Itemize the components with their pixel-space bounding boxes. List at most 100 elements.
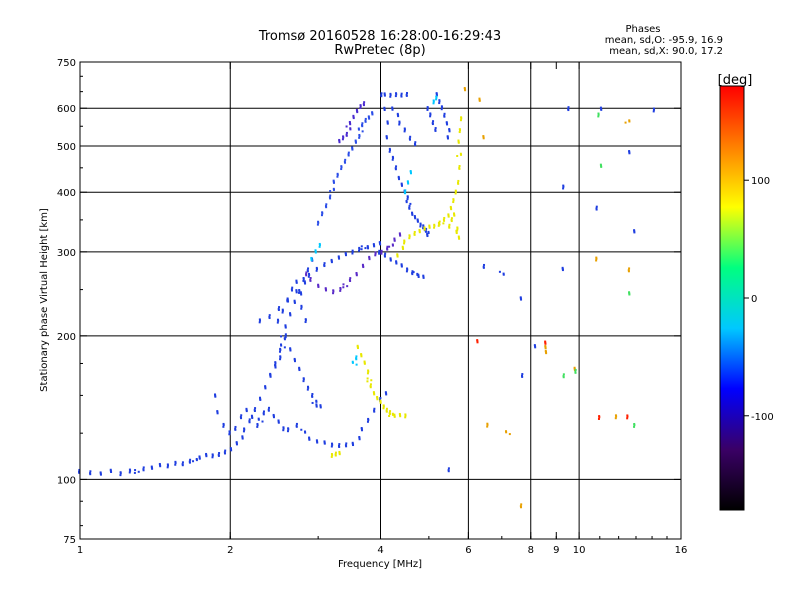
data-point bbox=[534, 346, 537, 349]
data-point bbox=[181, 464, 184, 467]
data-point bbox=[358, 438, 361, 441]
data-point bbox=[251, 416, 254, 419]
data-point bbox=[363, 361, 366, 364]
data-point bbox=[401, 246, 404, 249]
data-point bbox=[338, 450, 341, 453]
data-point bbox=[453, 214, 456, 217]
data-point bbox=[386, 245, 389, 248]
data-point bbox=[624, 121, 627, 124]
data-point bbox=[397, 115, 400, 118]
data-point bbox=[367, 115, 370, 118]
data-point bbox=[567, 106, 570, 109]
data-point bbox=[426, 235, 429, 238]
data-point bbox=[359, 107, 362, 110]
data-point bbox=[450, 208, 453, 211]
data-point bbox=[413, 232, 416, 235]
data-point bbox=[89, 473, 92, 476]
data-point bbox=[354, 141, 357, 144]
data-point bbox=[431, 123, 434, 126]
data-point bbox=[330, 445, 333, 448]
data-point bbox=[99, 471, 102, 474]
data-point bbox=[378, 249, 381, 252]
data-point bbox=[272, 413, 275, 416]
data-point bbox=[234, 427, 237, 430]
data-point bbox=[483, 263, 486, 266]
data-point bbox=[600, 107, 603, 110]
data-point bbox=[403, 239, 406, 242]
data-point bbox=[400, 92, 403, 95]
data-point bbox=[393, 413, 396, 416]
data-point bbox=[357, 127, 360, 130]
data-point bbox=[383, 255, 386, 258]
data-point bbox=[455, 230, 458, 233]
data-point bbox=[400, 264, 403, 267]
data-point bbox=[367, 370, 370, 373]
data-point bbox=[380, 94, 383, 97]
data-point bbox=[567, 107, 570, 110]
data-point bbox=[309, 277, 312, 280]
data-point bbox=[561, 269, 564, 272]
data-point bbox=[505, 431, 508, 434]
data-point bbox=[345, 442, 348, 445]
data-point bbox=[347, 154, 350, 157]
data-point bbox=[438, 100, 441, 103]
data-point bbox=[317, 221, 320, 224]
data-point bbox=[181, 461, 184, 464]
data-point bbox=[89, 472, 92, 475]
data-point bbox=[653, 108, 656, 111]
data-point bbox=[398, 123, 401, 126]
data-point bbox=[279, 347, 282, 350]
data-point bbox=[446, 136, 449, 139]
data-point bbox=[217, 453, 220, 456]
data-point bbox=[356, 347, 359, 350]
data-point bbox=[328, 196, 331, 199]
data-point bbox=[379, 399, 382, 402]
data-point bbox=[283, 338, 286, 341]
data-point bbox=[284, 336, 287, 339]
data-point bbox=[380, 252, 383, 255]
data-point bbox=[633, 425, 636, 428]
data-point bbox=[438, 102, 441, 105]
data-point bbox=[205, 452, 208, 455]
data-point bbox=[435, 95, 438, 98]
data-point bbox=[330, 453, 333, 456]
x-tick-label: 10 bbox=[573, 545, 586, 556]
data-point bbox=[284, 333, 287, 336]
data-point bbox=[360, 245, 363, 248]
data-point bbox=[386, 248, 389, 251]
data-point bbox=[562, 185, 565, 188]
data-point bbox=[349, 277, 352, 280]
data-point bbox=[434, 129, 437, 132]
data-point bbox=[279, 355, 282, 358]
data-point bbox=[248, 421, 251, 424]
data-point bbox=[428, 224, 431, 227]
data-point bbox=[400, 183, 403, 186]
data-point bbox=[382, 404, 385, 407]
data-point bbox=[544, 345, 547, 348]
data-point bbox=[259, 397, 262, 400]
data-point bbox=[307, 275, 310, 278]
data-point bbox=[628, 152, 631, 155]
data-point bbox=[454, 192, 457, 195]
data-point bbox=[498, 270, 501, 273]
data-point bbox=[394, 95, 397, 98]
data-point bbox=[599, 163, 602, 166]
x-tick-label: 16 bbox=[675, 545, 688, 556]
data-point bbox=[351, 249, 354, 252]
data-point bbox=[323, 262, 326, 265]
data-point bbox=[486, 425, 489, 428]
data-point bbox=[276, 318, 279, 321]
data-point bbox=[151, 467, 154, 470]
data-point bbox=[351, 442, 354, 445]
data-point bbox=[222, 425, 225, 428]
data-point bbox=[373, 392, 376, 395]
data-point bbox=[422, 227, 425, 230]
data-point bbox=[418, 228, 421, 231]
data-point bbox=[459, 152, 462, 155]
data-point bbox=[174, 460, 177, 463]
x-tick-label: 6 bbox=[465, 545, 471, 556]
data-point bbox=[422, 224, 425, 227]
data-point bbox=[360, 428, 363, 431]
data-point bbox=[373, 407, 376, 410]
data-point bbox=[346, 285, 349, 288]
